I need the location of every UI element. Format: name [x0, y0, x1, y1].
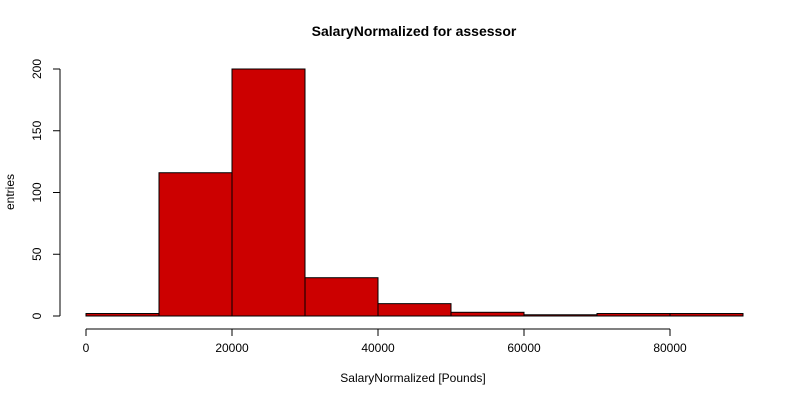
x-tick-label: 60000	[507, 341, 541, 355]
chart-title: SalaryNormalized for assessor	[312, 23, 517, 39]
y-tick-label: 100	[30, 182, 44, 202]
y-axis: 0 50 100 150 200	[30, 59, 61, 319]
x-tick-label: 0	[83, 341, 90, 355]
histogram-bar-8	[669, 313, 744, 317]
histogram-bar-0	[85, 313, 160, 317]
y-axis-label: entries	[3, 174, 17, 210]
y-tick-label: 0	[30, 312, 44, 319]
histogram-bar-7	[596, 313, 671, 317]
y-tick-label: 50	[30, 247, 44, 261]
x-axis-label: SalaryNormalized [Pounds]	[340, 371, 485, 385]
x-tick-label: 20000	[215, 341, 249, 355]
x-tick-label: 40000	[361, 341, 395, 355]
histogram-bar-2	[231, 68, 306, 317]
x-tick-label: 80000	[653, 341, 687, 355]
histogram-bar-6	[523, 314, 598, 317]
histogram-bar-4	[377, 303, 452, 317]
histogram-bar-5	[450, 311, 525, 317]
bars-group	[85, 68, 744, 317]
histogram-bar-1	[158, 172, 233, 317]
histogram-bar-3	[304, 277, 379, 317]
x-axis: 0 20000 40000 60000 80000	[83, 328, 687, 355]
y-tick-label: 150	[30, 120, 44, 140]
y-tick-label: 200	[30, 59, 44, 79]
